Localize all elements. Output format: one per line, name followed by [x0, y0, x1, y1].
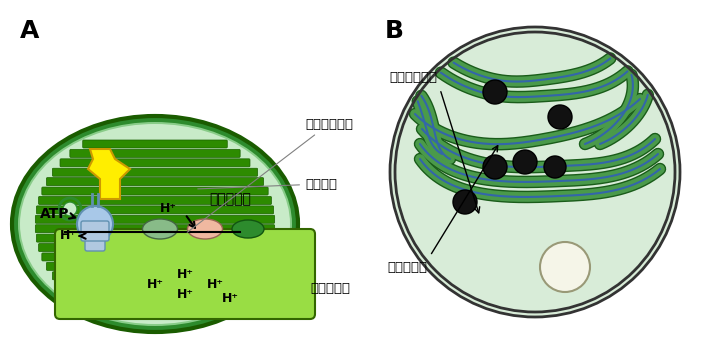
- Circle shape: [483, 80, 507, 104]
- FancyBboxPatch shape: [36, 206, 273, 214]
- Circle shape: [395, 32, 675, 312]
- Ellipse shape: [63, 202, 77, 216]
- Text: ストシマ: ストシマ: [198, 178, 337, 191]
- Circle shape: [395, 32, 675, 312]
- Text: H⁺: H⁺: [222, 292, 239, 305]
- Ellipse shape: [143, 219, 178, 239]
- Circle shape: [453, 190, 477, 214]
- Text: H⁺: H⁺: [207, 278, 224, 290]
- Ellipse shape: [187, 219, 222, 239]
- Text: 電子伝達系: 電子伝達系: [209, 192, 251, 206]
- Ellipse shape: [12, 116, 298, 332]
- FancyBboxPatch shape: [36, 234, 273, 242]
- FancyBboxPatch shape: [36, 225, 275, 233]
- Ellipse shape: [232, 220, 264, 238]
- Text: 細脹質ゾル: 細脹質ゾル: [310, 282, 350, 295]
- Polygon shape: [88, 149, 130, 199]
- Ellipse shape: [20, 124, 290, 324]
- FancyBboxPatch shape: [55, 229, 315, 319]
- Circle shape: [390, 27, 680, 317]
- FancyBboxPatch shape: [83, 300, 227, 308]
- Circle shape: [77, 206, 113, 242]
- Text: A: A: [20, 19, 39, 43]
- Text: H⁺: H⁺: [60, 229, 77, 242]
- Text: ATP: ATP: [40, 207, 70, 221]
- Circle shape: [513, 150, 537, 174]
- Circle shape: [483, 155, 507, 179]
- Text: H⁺: H⁺: [177, 268, 194, 280]
- FancyBboxPatch shape: [42, 187, 268, 195]
- FancyBboxPatch shape: [85, 232, 105, 251]
- FancyBboxPatch shape: [70, 149, 240, 158]
- FancyBboxPatch shape: [38, 244, 271, 251]
- FancyBboxPatch shape: [42, 253, 268, 261]
- FancyBboxPatch shape: [70, 291, 240, 299]
- Text: H⁺: H⁺: [177, 288, 194, 301]
- Text: H⁺: H⁺: [146, 278, 163, 290]
- Ellipse shape: [18, 122, 292, 326]
- FancyBboxPatch shape: [83, 140, 227, 148]
- FancyBboxPatch shape: [53, 272, 258, 280]
- Text: 細脹質ゾル: 細脹質ゾル: [387, 261, 427, 274]
- FancyBboxPatch shape: [38, 196, 271, 204]
- Text: チラコイド膜: チラコイド膜: [187, 118, 353, 232]
- Text: チラコイド膜: チラコイド膜: [389, 71, 437, 84]
- Text: B: B: [385, 19, 404, 43]
- FancyBboxPatch shape: [60, 281, 250, 289]
- Ellipse shape: [199, 272, 221, 286]
- Text: H⁺: H⁺: [160, 202, 177, 215]
- FancyBboxPatch shape: [46, 178, 263, 186]
- FancyBboxPatch shape: [36, 215, 275, 223]
- Circle shape: [540, 242, 590, 292]
- Circle shape: [544, 156, 566, 178]
- FancyBboxPatch shape: [60, 159, 250, 167]
- FancyBboxPatch shape: [53, 168, 258, 176]
- FancyBboxPatch shape: [81, 221, 109, 241]
- Circle shape: [548, 105, 572, 129]
- FancyBboxPatch shape: [46, 262, 263, 270]
